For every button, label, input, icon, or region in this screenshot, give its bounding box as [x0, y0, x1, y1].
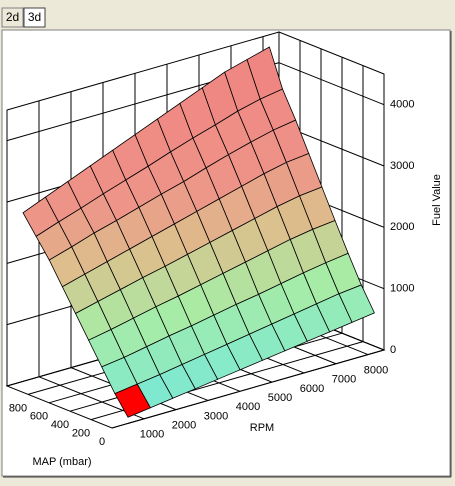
z-tick-label: 2000	[390, 221, 414, 233]
y-tick-label: 0	[99, 436, 105, 448]
y-tick-label: 600	[30, 411, 48, 423]
z-tick-label: 4000	[390, 99, 414, 111]
x-tick-label: 1000	[140, 429, 164, 441]
button-label[interactable]: 3d	[28, 10, 41, 24]
x-tick-label: 5000	[268, 392, 292, 404]
z-axis-label: Fuel Value	[431, 174, 443, 226]
view-3d-button[interactable]	[23, 7, 46, 28]
x-tick-label: 4000	[236, 401, 260, 413]
selected-cell	[114, 383, 151, 418]
x-tick-label: 3000	[204, 410, 228, 422]
view-2d-button[interactable]	[1, 7, 24, 28]
z-tick-label: 1000	[390, 283, 414, 295]
z-tick-label: 3000	[390, 160, 414, 172]
grid-line	[111, 349, 385, 429]
x-tick-label: 7000	[332, 374, 356, 386]
x-tick-label: 8000	[364, 364, 388, 376]
y-tick-label: 400	[51, 419, 69, 431]
grid-line	[278, 62, 385, 106]
z-tick-label: 0	[390, 344, 396, 356]
x-tick-label: 6000	[300, 383, 324, 395]
x-tick-label: 2000	[172, 420, 196, 432]
x-axis-label: RPM	[250, 422, 274, 434]
plot: 0100020003000400010002000300040005000600…	[5, 31, 414, 448]
y-axis-label: MAP (mbar)	[32, 456, 91, 468]
button-label[interactable]: 2d	[6, 10, 19, 24]
y-tick-label: 200	[72, 428, 90, 440]
y-tick-label: 800	[9, 402, 27, 414]
